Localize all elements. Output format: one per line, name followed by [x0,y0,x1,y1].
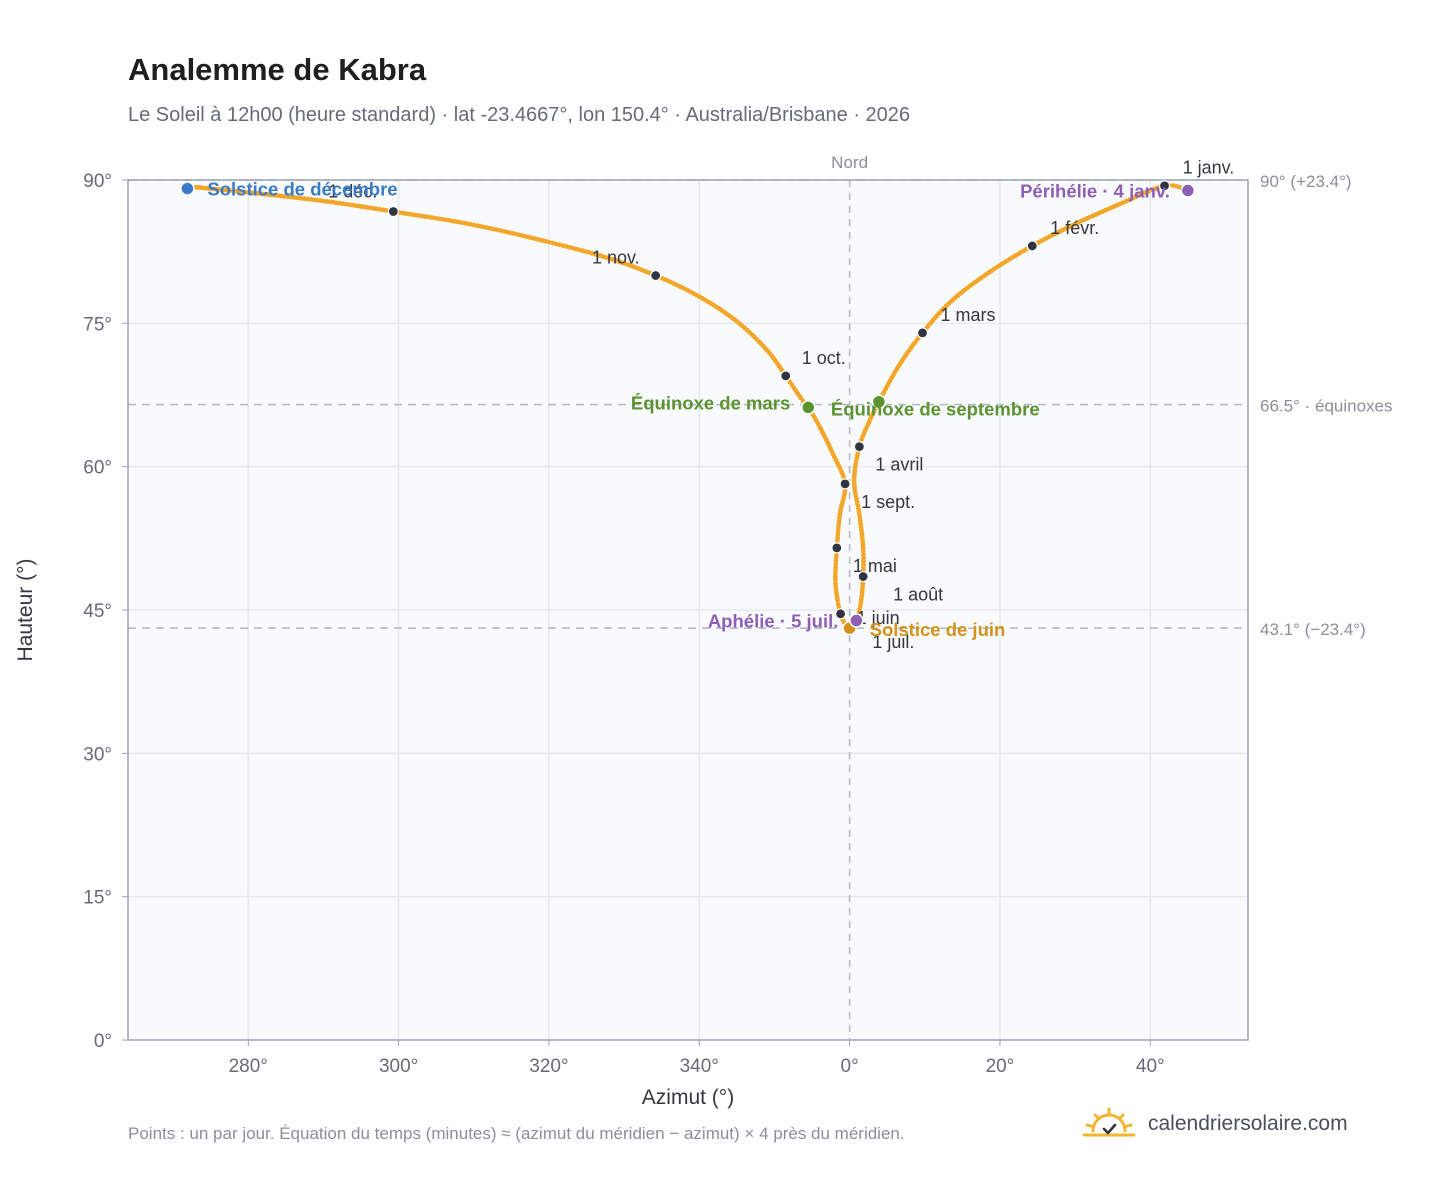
chart-subtitle: Le Soleil à 12h00 (heure standard) · lat… [128,104,911,126]
month-marker [780,370,792,382]
month-label: 1 juil. [872,632,914,652]
month-label: 1 nov. [592,248,640,268]
month-label: 1 août [893,585,943,605]
month-label: 1 déc. [328,182,377,202]
analemma-point [1171,183,1176,189]
analemma-point [860,584,865,590]
month-label: 1 mars [941,305,996,325]
axis-ticks: 280° 300° 320° 340° 0° 20° 40° 0° 15° 30° 45° 60° 75… [83,171,1164,1077]
analemma-point [832,577,838,582]
analemma-point [860,581,866,586]
analemma-point [238,189,244,195]
x-tick-label: 320° [529,1056,568,1077]
chart-title: Analemme de Kabra [128,52,427,87]
analemma-point [860,548,866,554]
x-tick-label: 40° [1136,1056,1165,1077]
month-marker [831,542,843,554]
grid-lines [128,180,1248,1040]
month-label: 1 sept. [861,492,915,512]
analemma-point [546,239,552,245]
month-marker [916,327,929,339]
month-marker [839,478,851,490]
month-marker [650,269,662,282]
brand[interactable]: calendriersolaire.com [1082,1104,1348,1144]
analemma-point [234,188,240,194]
month-marker [834,608,847,620]
analemma-point [227,188,232,193]
y-tick-label: 15° [83,888,112,909]
x-tick-label: 0° [841,1056,859,1077]
month-marker [387,205,399,218]
y-tick-label: 0° [94,1031,112,1052]
x-tick-label: 20° [986,1056,1015,1077]
y-axis-label: Hauteur (°) [14,559,37,662]
x-tick-label: 280° [229,1056,268,1077]
month-label: 1 janv. [1183,158,1235,178]
month-label: 1 mai [853,556,897,576]
month-marker [857,570,869,583]
event-marker [180,181,195,196]
month-label: 1 oct. [802,348,846,368]
reference-label: 66.5° · équinoxes [1260,397,1393,416]
y-tick-label: 60° [83,458,112,479]
x-axis-label: Azimut (°) [642,1086,734,1109]
reference-label: 43.1° (−23.4°) [1260,620,1366,639]
analemma-point [835,598,840,603]
analemma-point [835,532,841,537]
event-marker [871,394,887,409]
sun-check-icon [1082,1107,1136,1137]
event-label: Solstice de décembre [207,179,397,200]
event-marker [1180,183,1196,198]
month-markers: 1 janv. 1 févr. 1 mars 1 avril 1 mai 1 juin 1 … [328,158,1234,652]
analemma-point [216,187,222,192]
brand-name[interactable]: calendriersolaire.com [1148,1112,1348,1135]
event-markers: Solstice de décembre Solstice de juin Équi… [180,179,1196,640]
analemma-point [242,189,247,195]
footnote: Points : un par jour. Équation du temps … [128,1124,905,1143]
analemma-point [230,188,236,194]
month-label: 1 avril [875,455,923,475]
analemma-point [220,187,225,193]
event-label: Périhélie · 4 janv. [1020,181,1170,202]
x-tick-label: 340° [680,1056,719,1077]
y-tick-label: 45° [83,601,112,622]
month-marker [1158,180,1171,192]
y-tick-label: 75° [83,314,112,335]
x-tick-label: 300° [379,1056,418,1077]
month-marker [1026,240,1038,252]
event-label: Solstice de juin [870,619,1006,640]
y-tick-label: 90° [83,171,112,192]
reference-label: 90° (+23.4°) [1260,172,1352,191]
event-label: Équinoxe de septembre [831,399,1040,420]
meridian-label: Nord [831,153,868,172]
event-label: Aphélie · 5 juil. [708,611,839,632]
analemma-point [223,187,229,193]
event-marker [849,613,864,628]
y-tick-label: 30° [83,744,112,765]
month-marker [853,441,865,453]
month-label: 1 févr. [1050,218,1099,238]
month-label: 1 juin [857,608,900,628]
event-label: Équinoxe de mars [631,392,790,413]
event-marker [801,400,816,415]
